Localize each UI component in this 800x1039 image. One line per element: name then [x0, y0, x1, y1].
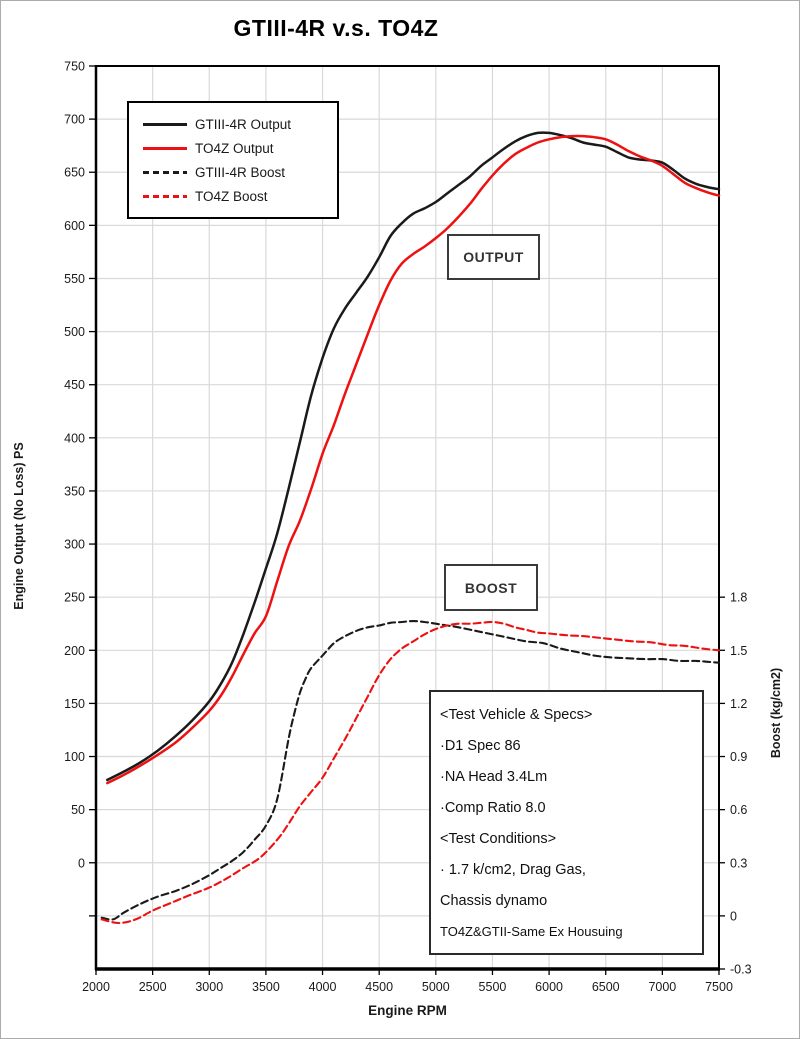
tick-label: 400	[64, 431, 85, 445]
solid-red-line-icon	[143, 146, 187, 150]
tick-label: 3000	[195, 980, 223, 994]
right-axis-title: Boost (kg/cm2)	[769, 667, 783, 759]
tick-label: 0	[730, 909, 737, 923]
tick-label: 0.6	[730, 803, 747, 817]
tick-label: 250	[64, 591, 85, 605]
dashed-red-line-icon	[143, 194, 187, 198]
x-axis-title: Engine RPM	[368, 1003, 447, 1018]
tick-label: 550	[64, 272, 85, 286]
tick-label: 7000	[648, 980, 676, 994]
specs-line: · 1.7 k/cm2, Drag Gas,	[440, 862, 586, 878]
legend-item: GTIII-4R Output	[143, 117, 337, 132]
tick-label: 50	[71, 803, 85, 817]
legend-label: GTIII-4R Output	[195, 116, 292, 132]
tick-label: 1.2	[730, 697, 747, 711]
tick-label: 4500	[365, 980, 393, 994]
dashed-black-line-icon	[143, 170, 187, 174]
series-gtiii-4r-boost	[100, 620, 721, 921]
tick-label: 600	[64, 219, 85, 233]
tick-label: 100	[64, 750, 85, 764]
tick-label: 300	[64, 538, 85, 552]
tick-label: 2500	[139, 980, 167, 994]
tick-label: 4000	[309, 980, 337, 994]
tick-label: 1.8	[730, 591, 747, 605]
tick-label: 450	[64, 378, 85, 392]
boost-callout-box: BOOST	[444, 564, 538, 611]
specs-line: ·D1 Spec 86	[440, 738, 521, 754]
specs-line: ·Comp Ratio 8.0	[440, 800, 546, 816]
legend: GTIII-4R Output TO4Z Output GTIII-4R Boo…	[127, 101, 339, 219]
legend-label: GTIII-4R Boost	[195, 164, 286, 180]
legend-item: GTIII-4R Boost	[143, 165, 337, 180]
tick-label: 5000	[422, 980, 450, 994]
tick-label: 0.9	[730, 750, 747, 764]
specs-line: Chassis dynamo	[440, 893, 548, 909]
tick-label: 0.3	[730, 856, 747, 870]
specs-line: ·NA Head 3.4Lm	[440, 769, 548, 785]
tick-label: 6500	[592, 980, 620, 994]
tick-label: 7500	[705, 980, 733, 994]
output-callout-box: OUTPUT	[447, 234, 540, 280]
tick-label: 750	[64, 60, 85, 74]
chart-title: GTIII-4R v.s. TO4Z	[233, 15, 439, 41]
legend-item: TO4Z Boost	[143, 189, 337, 204]
tick-label: 5500	[479, 980, 507, 994]
series-gtiii-4r-output	[106, 131, 721, 782]
left-axis-title: Engine Output (No Loss) PS	[12, 442, 26, 610]
test-specs-box: <Test Vehicle & Specs> ·D1 Spec 86 ·NA H…	[429, 690, 704, 955]
series-to4z-boost	[100, 620, 721, 925]
tick-label: 500	[64, 325, 85, 339]
legend-label: TO4Z Boost	[195, 188, 268, 204]
legend-label: TO4Z Output	[195, 140, 274, 156]
tick-label: 2000	[82, 980, 110, 994]
tick-label: 150	[64, 697, 85, 711]
specs-line: <Test Vehicle & Specs>	[440, 707, 593, 723]
specs-line: TO4Z&GTII-Same Ex Housuing	[440, 924, 623, 939]
tick-label: 700	[64, 113, 85, 127]
series-to4z-output	[106, 134, 721, 785]
tick-label: -0.3	[730, 963, 752, 977]
solid-black-line-icon	[143, 122, 187, 126]
tick-label: 650	[64, 166, 85, 180]
legend-item: TO4Z Output	[143, 141, 337, 156]
tick-label: 350	[64, 484, 85, 498]
tick-label: 6000	[535, 980, 563, 994]
specs-line: <Test Conditions>	[440, 831, 557, 847]
tick-label: 0	[78, 856, 85, 870]
tick-label: 1.5	[730, 644, 747, 658]
tick-label: 200	[64, 644, 85, 658]
tick-label: 3500	[252, 980, 280, 994]
